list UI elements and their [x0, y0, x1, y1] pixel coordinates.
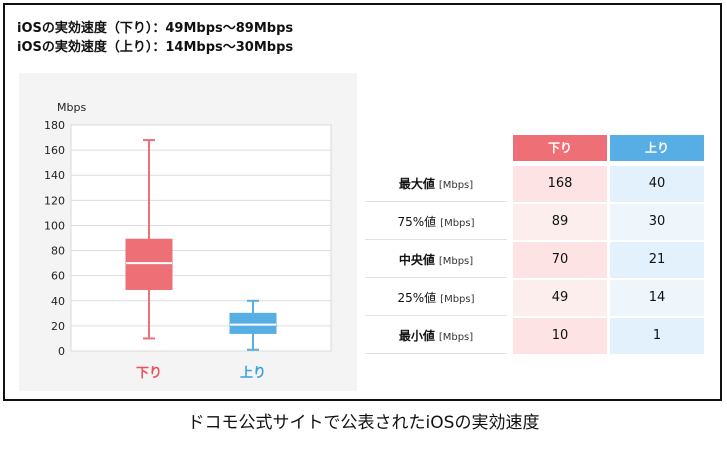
y-tick-label: 160	[44, 144, 65, 157]
plot-area	[70, 124, 332, 352]
table-row-min: 最小値 [Mbps] 10 1	[365, 318, 707, 354]
row-unit: [Mbps]	[440, 218, 475, 229]
box-iqr	[125, 238, 173, 290]
y-tick-label: 100	[44, 219, 65, 232]
table-row-median: 中央値 [Mbps] 70 21	[365, 242, 707, 278]
cell-down-min: 10	[513, 318, 607, 354]
row-label: 中央値 [Mbps]	[365, 242, 507, 278]
row-label: 25%値 [Mbps]	[365, 280, 507, 316]
row-unit: [Mbps]	[438, 332, 474, 343]
cell-up-min: 1	[610, 318, 704, 354]
y-tick-label: 120	[44, 194, 65, 207]
cell-down-max: 168	[513, 166, 607, 202]
row-label-text: 75%値	[397, 215, 437, 229]
y-tick-label: 20	[51, 320, 65, 333]
row-label: 75%値 [Mbps]	[365, 204, 507, 240]
cell-up-median: 21	[610, 242, 704, 278]
row-label-text: 25%値	[397, 291, 437, 305]
cell-up-q1: 14	[610, 280, 704, 316]
cell-up-max: 40	[610, 166, 704, 202]
row-label: 最大値 [Mbps]	[365, 166, 507, 202]
table-row-q1: 25%値 [Mbps] 49 14	[365, 280, 707, 316]
row-unit: [Mbps]	[440, 294, 475, 305]
cell-down-q3: 89	[513, 204, 607, 240]
y-tick-label: 60	[51, 270, 65, 283]
table-row-q3: 75%値 [Mbps] 89 30	[365, 204, 707, 240]
y-tick-label: 40	[51, 295, 65, 308]
content-frame: iOSの実効速度（下り）：49Mbps～89Mbps iOSの実効速度（上り）：…	[3, 3, 722, 401]
y-tick-label: 0	[58, 345, 65, 358]
table-row-max: 最大値 [Mbps] 168 40	[365, 166, 707, 202]
category-label: 上り	[240, 366, 266, 381]
table-header-down: 下り	[513, 135, 607, 161]
row-unit: [Mbps]	[438, 180, 474, 191]
y-axis-label: Mbps	[57, 101, 86, 114]
box-plot-panel: 0 20 40 60 80 100 120 140 160 180 Mbps 下り 上り	[19, 73, 357, 391]
box-plot-chart: 0 20 40 60 80 100 120 140 160 180 Mbps 下り 上り	[44, 101, 332, 381]
row-label-text: 最大値	[398, 177, 435, 191]
speed-down-summary: iOSの実効速度（下り）：49Mbps～89Mbps	[17, 21, 294, 36]
figure-caption: ドコモ公式サイトで公表されたiOSの実効速度	[187, 413, 540, 433]
y-tick-label: 80	[51, 245, 65, 258]
row-label: 最小値 [Mbps]	[365, 318, 507, 354]
row-unit: [Mbps]	[438, 256, 474, 267]
cell-up-q3: 30	[610, 204, 704, 240]
row-label-text: 中央値	[398, 253, 435, 267]
cell-down-q1: 49	[513, 280, 607, 316]
speed-up-summary: iOSの実効速度（上り）：14Mbps～30Mbps	[17, 40, 294, 55]
y-tick-label: 140	[44, 169, 65, 182]
y-tick-label: 180	[44, 119, 65, 132]
cell-down-median: 70	[513, 242, 607, 278]
row-label-text: 最小値	[398, 329, 435, 343]
category-label: 下り	[136, 366, 162, 381]
box-iqr	[229, 312, 277, 334]
table-header-up: 上り	[610, 135, 704, 161]
